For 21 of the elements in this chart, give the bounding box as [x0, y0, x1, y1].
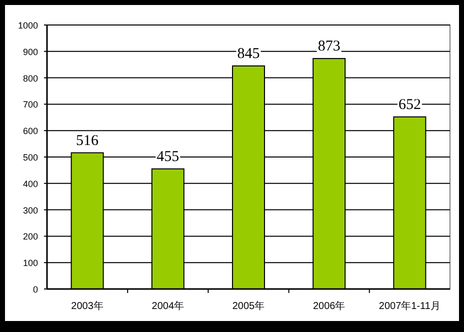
data-label: 845	[237, 46, 260, 62]
y-tick-label: 900	[22, 46, 38, 57]
y-tick-label: 200	[22, 232, 38, 242]
y-tick-label: 600	[22, 126, 38, 136]
data-label: 652	[398, 96, 421, 113]
x-tick-label: 2005年	[232, 300, 265, 312]
y-tick-label: 700	[22, 100, 38, 110]
x-tick-label: 2004年	[152, 300, 184, 312]
x-tick-label: 2006年	[312, 300, 346, 312]
y-tick-label: 100	[22, 258, 38, 268]
x-tick-label: 2007年1-11月	[378, 300, 440, 312]
data-label: 455	[156, 148, 180, 165]
y-tick-label: 500	[22, 152, 38, 162]
y-tick-label: 1000	[18, 20, 38, 30]
y-tick-label: 300	[22, 205, 38, 216]
y-tick-label: 400	[22, 178, 38, 189]
data-label: 516	[76, 132, 100, 149]
y-tick-label: 0	[32, 284, 38, 294]
x-tick-label: 2003年	[71, 300, 104, 312]
y-tick-label: 800	[22, 73, 38, 84]
data-label: 873	[318, 38, 340, 55]
